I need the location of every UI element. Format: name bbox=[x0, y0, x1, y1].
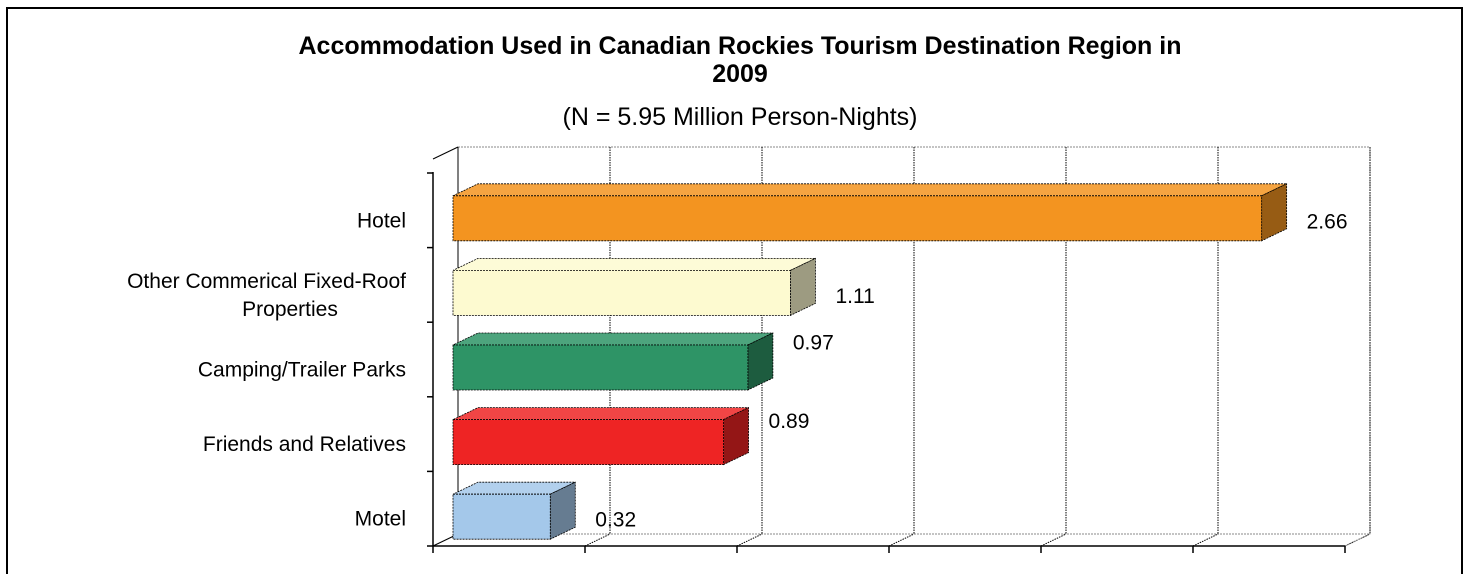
bar bbox=[452, 493, 551, 540]
data-label: 0.32 bbox=[595, 509, 636, 532]
floor-gridline bbox=[584, 533, 611, 547]
category-label: Properties bbox=[242, 298, 338, 321]
category-label: Friends and Relatives bbox=[203, 433, 406, 456]
data-label: 2.66 bbox=[1307, 210, 1348, 233]
bar-top-face bbox=[452, 257, 816, 271]
bar bbox=[452, 269, 791, 316]
bar-group bbox=[452, 332, 774, 391]
bar-group bbox=[452, 481, 576, 540]
floor-gridline bbox=[736, 533, 763, 547]
bar-top-face bbox=[452, 332, 774, 346]
bar-group bbox=[452, 257, 816, 317]
category-label: Camping/Trailer Parks bbox=[198, 359, 406, 382]
chart-frame bbox=[6, 7, 1463, 574]
data-label: 1.11 bbox=[835, 285, 874, 308]
floor-gridline bbox=[1040, 533, 1067, 547]
chart-title-line-2: 2009 bbox=[712, 60, 768, 88]
floor-gridline bbox=[888, 533, 915, 547]
data-label: 0.89 bbox=[769, 410, 810, 433]
left-wall-top-edge bbox=[432, 146, 459, 160]
bar-top-face bbox=[452, 407, 749, 421]
floor-gridline bbox=[1192, 533, 1219, 547]
chart-subtitle: (N = 5.95 Million Person-Nights) bbox=[562, 103, 918, 131]
data-label: 0.97 bbox=[793, 332, 834, 355]
bar-group bbox=[452, 183, 1288, 242]
bar-group bbox=[452, 406, 749, 466]
floor-right-edge bbox=[1344, 533, 1371, 547]
bar bbox=[452, 195, 1263, 242]
category-label: Other Commerical Fixed-Roof bbox=[127, 270, 406, 293]
category-label: Hotel bbox=[357, 209, 406, 232]
bar bbox=[452, 344, 749, 391]
bar bbox=[452, 419, 724, 466]
bar-top-face bbox=[452, 183, 1287, 197]
category-label: Motel bbox=[355, 508, 406, 531]
chart-title-line-1: Accommodation Used in Canadian Rockies T… bbox=[298, 32, 1182, 60]
